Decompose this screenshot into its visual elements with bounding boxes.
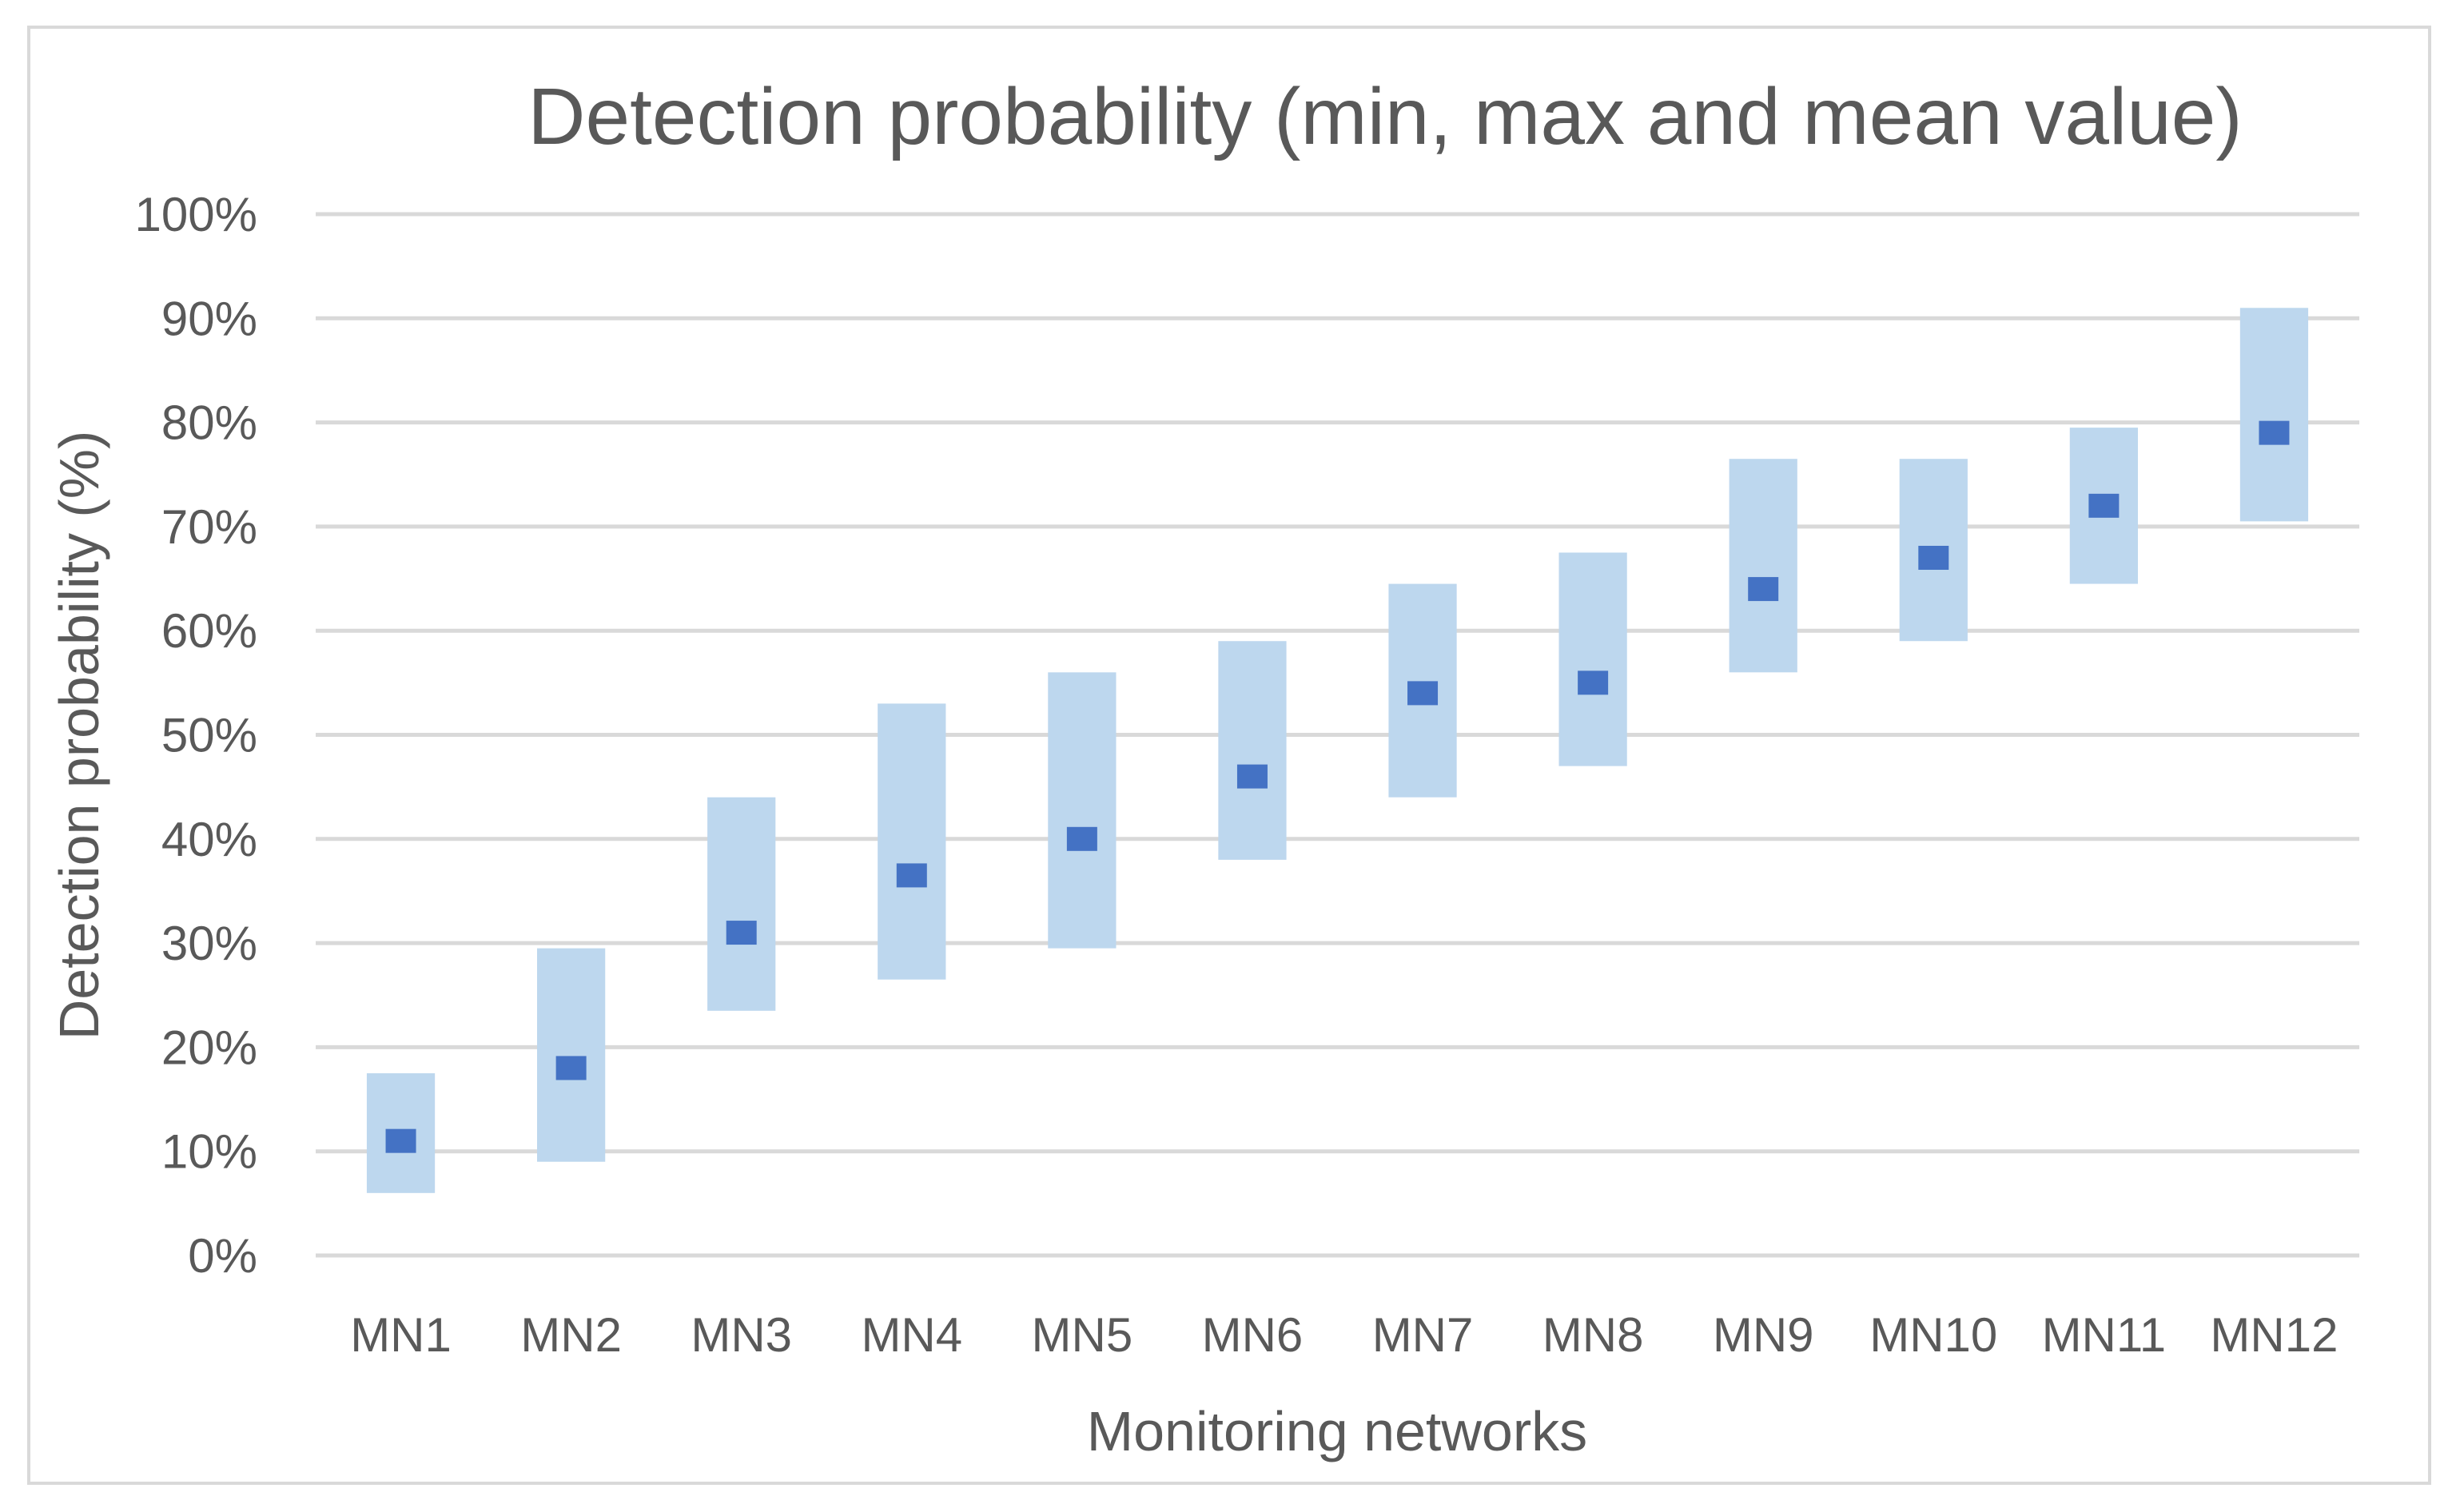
y-axis-title: Detection probability (%) xyxy=(48,431,110,1040)
x-tick-labels: MN1 MN2 MN3 MN4 MN5 MN6 MN7 MN8 MN9 MN10 MN11 MN12 xyxy=(350,1308,2338,1362)
x-tick-label-mn6: MN6 xyxy=(1202,1308,1304,1362)
mean-marker-mn2 xyxy=(555,1056,587,1080)
mean-marker-mn11 xyxy=(2088,493,2120,518)
y-tick-label-5: 50% xyxy=(161,709,257,762)
x-tick-label-mn7: MN7 xyxy=(1372,1308,1474,1362)
x-tick-label-mn9: MN9 xyxy=(1713,1308,1814,1362)
range-bar-mn6 xyxy=(1218,641,1287,860)
range-bar-mn8 xyxy=(1558,552,1627,766)
x-tick-label-mn4: MN4 xyxy=(861,1308,962,1362)
x-tick-label-mn5: MN5 xyxy=(1032,1308,1133,1362)
y-tick-labels: 0% 10% 20% 30% 40% 50% 60% 70% 80% 90% 100% xyxy=(135,188,257,1283)
x-tick-label-mn11: MN11 xyxy=(2042,1308,2167,1362)
range-bars xyxy=(366,308,2309,1193)
mean-marker-mn10 xyxy=(1918,545,1949,570)
mean-marker-mn12 xyxy=(2259,420,2290,445)
y-tick-label-0: 0% xyxy=(188,1229,257,1283)
x-tick-label-mn12: MN12 xyxy=(2210,1308,2338,1362)
range-bar-mn5 xyxy=(1048,672,1117,949)
x-tick-label-mn1: MN1 xyxy=(350,1308,452,1362)
mean-marker-mn9 xyxy=(1748,577,1779,602)
gridlines xyxy=(316,212,2359,1258)
x-tick-label-mn8: MN8 xyxy=(1542,1308,1644,1362)
range-bar-mn12 xyxy=(2239,308,2309,522)
mean-marker-mn3 xyxy=(726,921,757,945)
chart-title: Detection probability (min, max and mean… xyxy=(527,72,2242,161)
y-tick-label-4: 40% xyxy=(161,813,257,866)
mean-marker-mn7 xyxy=(1407,681,1439,706)
y-tick-label-2: 20% xyxy=(161,1021,257,1074)
x-tick-label-mn2: MN2 xyxy=(520,1308,622,1362)
range-bar-mn2 xyxy=(537,948,606,1162)
mean-marker-mn1 xyxy=(385,1128,416,1153)
mean-marker-mn8 xyxy=(1578,670,1609,695)
mean-marker-mn6 xyxy=(1236,764,1268,789)
x-tick-label-mn10: MN10 xyxy=(1869,1308,1997,1362)
mean-marker-mn4 xyxy=(896,863,927,888)
x-tick-label-mn3: MN3 xyxy=(691,1308,792,1362)
y-tick-label-1: 10% xyxy=(161,1125,257,1179)
y-tick-label-8: 80% xyxy=(161,396,257,450)
y-tick-label-10: 100% xyxy=(135,188,257,241)
range-bar-mn4 xyxy=(878,703,946,980)
y-tick-label-6: 60% xyxy=(161,604,257,658)
mean-markers xyxy=(385,420,2290,1153)
y-tick-label-7: 70% xyxy=(161,500,257,554)
x-axis-title: Monitoring networks xyxy=(1087,1400,1587,1462)
mean-marker-mn5 xyxy=(1066,826,1097,851)
range-bar-mn9 xyxy=(1729,459,1797,673)
range-bar-mn3 xyxy=(707,797,776,1011)
y-tick-label-9: 90% xyxy=(161,292,257,345)
y-tick-label-3: 30% xyxy=(161,917,257,970)
